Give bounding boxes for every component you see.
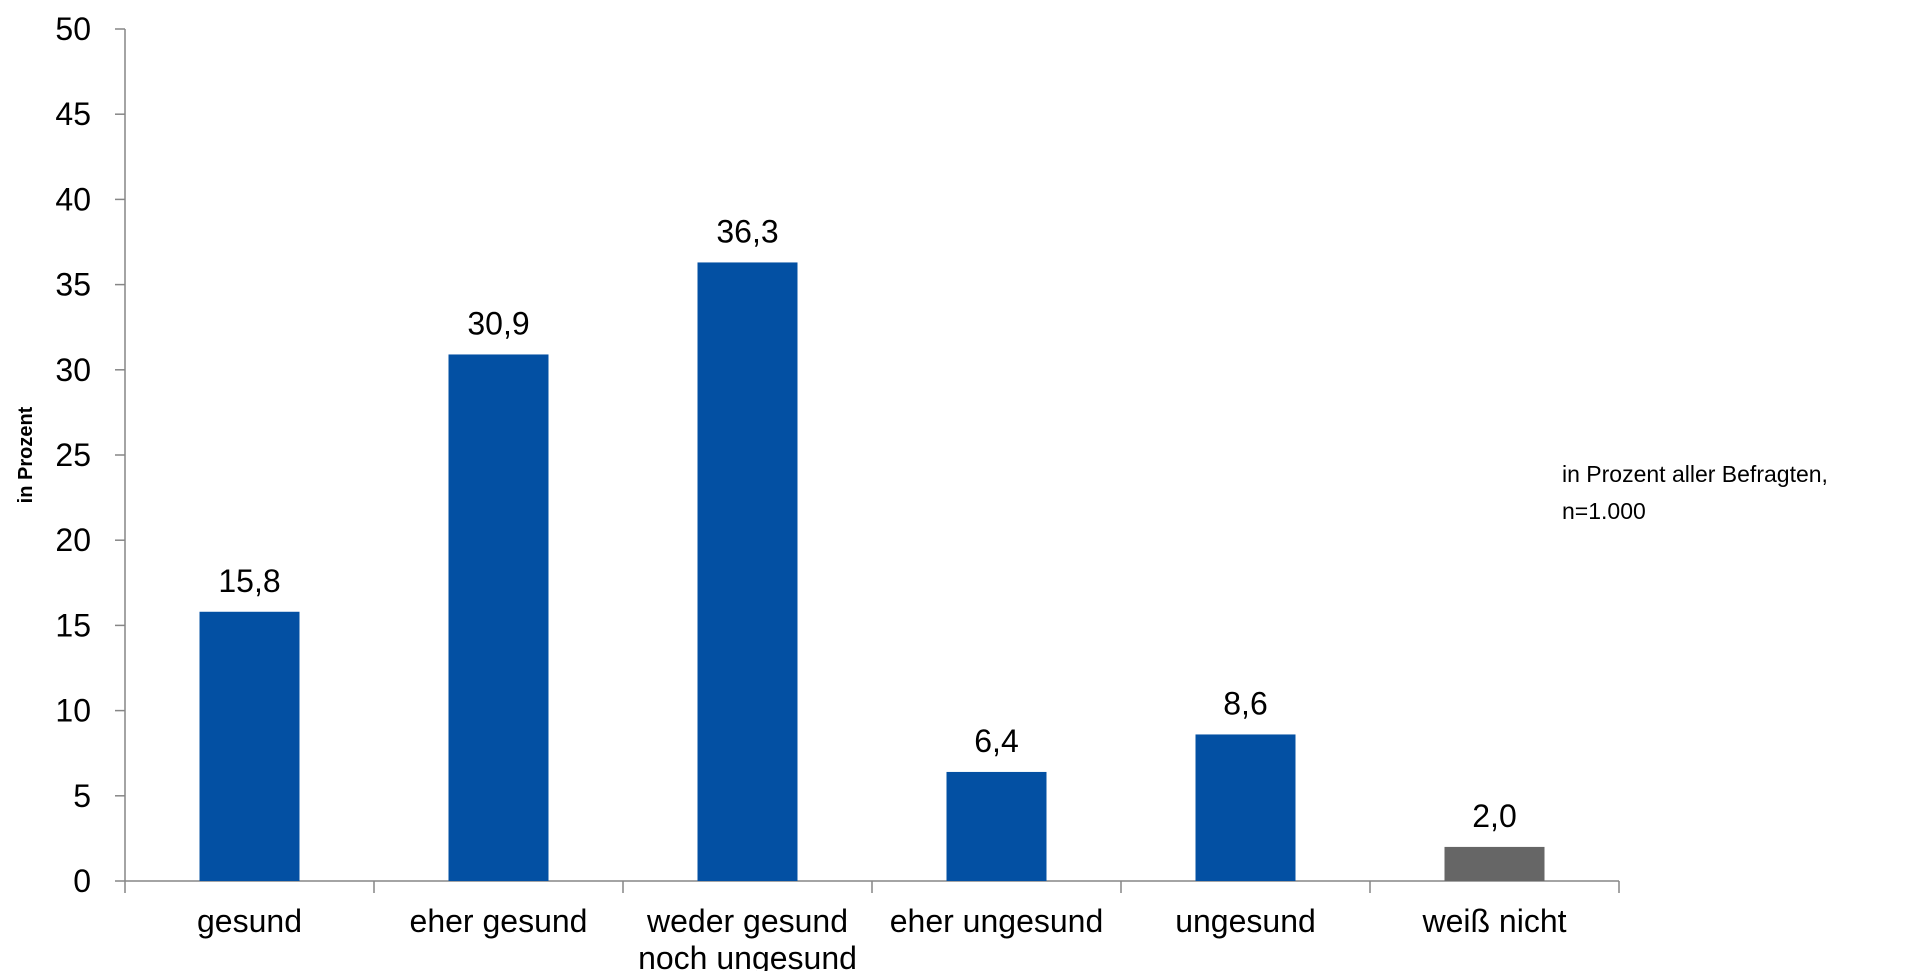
y-tick-label: 25 — [55, 437, 91, 473]
bar-1 — [199, 611, 300, 881]
bar-3 — [697, 262, 798, 881]
data-label: 36,3 — [716, 213, 778, 249]
bars — [199, 262, 1545, 881]
x-tick-label: weder gesund noch ungesund — [638, 903, 857, 971]
sample-note: in Prozent aller Befragten, n=1.000 — [1562, 461, 1828, 524]
y-tick-label: 40 — [55, 181, 91, 217]
y-tick-label: 50 — [55, 11, 91, 47]
labels: 0 5 10 15 20 25 30 35 40 45 50 15,8 gesund 30,9 eher g… — [55, 11, 1566, 971]
bar-5 — [1195, 734, 1296, 881]
data-label: 8,6 — [1223, 685, 1267, 721]
y-tick-label: 35 — [55, 267, 91, 303]
x-tick-label: eher ungesund — [890, 903, 1104, 939]
bar-2 — [448, 354, 549, 881]
x-tick-label: eher gesund — [410, 903, 588, 939]
y-tick-label: 10 — [55, 693, 91, 729]
axes — [115, 28, 1620, 893]
x-tick-label: weiß nicht — [1421, 903, 1566, 939]
data-label: 30,9 — [467, 305, 529, 341]
data-label: 2,0 — [1472, 798, 1516, 834]
y-axis-label: in Prozent — [15, 406, 37, 503]
data-label: 6,4 — [974, 723, 1018, 759]
x-tick-label: gesund — [197, 903, 302, 939]
y-tick-label: 5 — [73, 778, 91, 814]
bar-6 — [1444, 846, 1545, 881]
data-label: 15,8 — [218, 563, 280, 599]
bar-4 — [946, 771, 1047, 881]
y-tick-label: 30 — [55, 352, 91, 388]
y-tick-label: 20 — [55, 522, 91, 558]
x-tick-label: ungesund — [1175, 903, 1316, 939]
y-tick-label: 45 — [55, 96, 91, 132]
y-tick-label: 15 — [55, 607, 91, 643]
y-tick-label: 0 — [73, 863, 91, 899]
